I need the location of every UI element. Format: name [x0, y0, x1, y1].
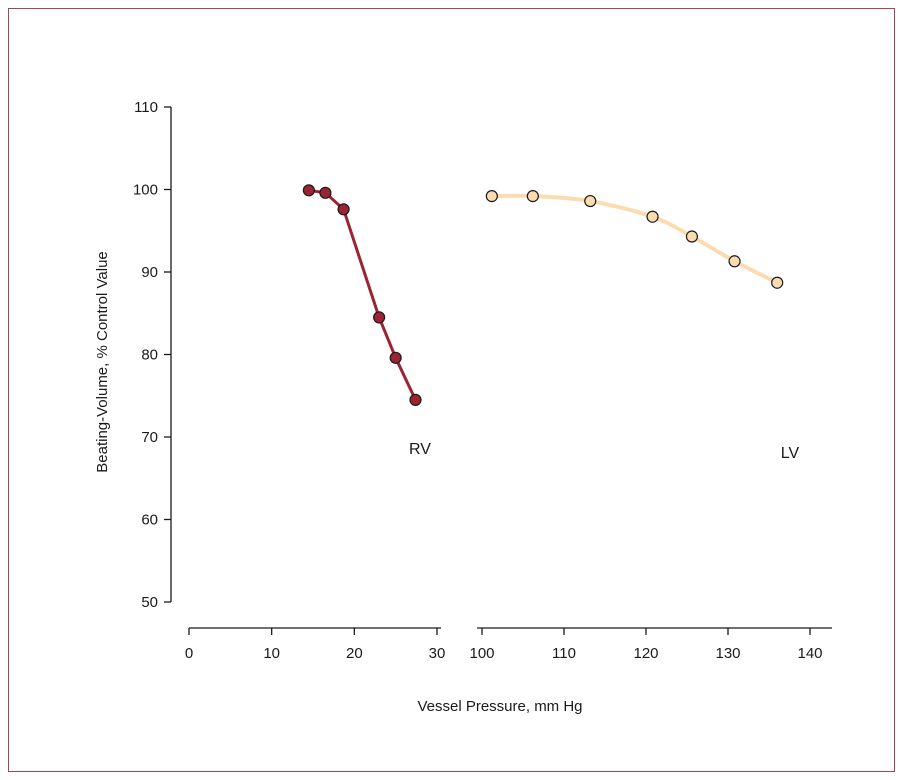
data-point-lv — [685, 230, 699, 243]
x-tick-label: 100 — [469, 645, 494, 662]
series-line-rv — [307, 188, 418, 402]
y-axis-title: Beating-Volume, % Control Value — [94, 251, 111, 473]
y-tick-label: 90 — [141, 264, 158, 281]
x-tick-label: 0 — [185, 645, 193, 662]
x-tick-label: 140 — [797, 645, 822, 662]
y-tick-label: 100 — [133, 182, 158, 199]
data-point-lv — [584, 194, 597, 208]
axes: 50 60 70 80 90 100 110 0 10 20 30 100 110 120 130 140 — [133, 99, 832, 662]
y-tick-label: 50 — [141, 594, 158, 611]
data-point-rv — [319, 186, 332, 199]
data-point-rv — [409, 393, 422, 406]
y-tick-label: 60 — [141, 512, 158, 529]
x-tick-label: 110 — [552, 645, 576, 662]
data-point-lv — [485, 190, 498, 203]
x-tick-label: 30 — [429, 645, 446, 662]
x-tick-label: 130 — [715, 645, 740, 662]
y-tick-label: 80 — [141, 347, 158, 364]
series-layer: RV LV — [302, 184, 800, 462]
x-tick-label: 120 — [633, 645, 658, 662]
series-label-lv: LV — [781, 445, 800, 462]
data-point-rv — [302, 184, 315, 197]
data-point-rv — [373, 311, 386, 324]
series-rv: RV — [302, 184, 431, 458]
y-tick-label: 110 — [134, 99, 158, 116]
x-tick-label: 20 — [346, 645, 363, 662]
data-point-rv — [337, 203, 350, 216]
x-tick-label: 10 — [263, 645, 280, 662]
data-point-rv — [389, 351, 402, 364]
data-point-lv — [728, 255, 741, 268]
data-point-lv — [646, 210, 659, 223]
series-lv: LV — [485, 190, 800, 462]
series-line-lv — [489, 193, 780, 285]
x-axis-title: Vessel Pressure, mm Hg — [417, 698, 582, 715]
data-point-lv — [771, 276, 784, 289]
y-tick-label: 70 — [141, 429, 158, 446]
figure-frame — [8, 8, 895, 772]
series-label-rv: RV — [409, 441, 431, 458]
data-point-lv — [526, 190, 539, 203]
